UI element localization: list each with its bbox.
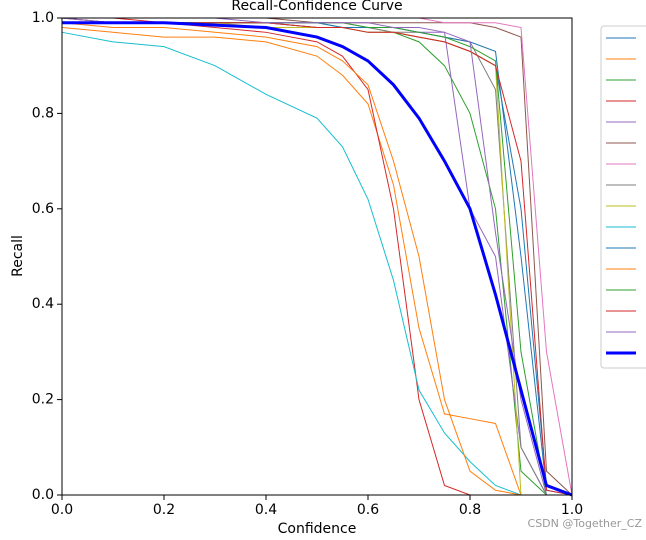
series-line — [61, 31, 572, 496]
x-axis-label: Confidence — [278, 521, 357, 536]
y-tick-label: 0.4 — [32, 296, 54, 312]
y-tick-label: 0.6 — [32, 201, 54, 217]
y-tick-label: 0.0 — [32, 487, 54, 503]
series-line — [61, 27, 572, 496]
x-tick-label: 0.0 — [51, 502, 73, 518]
x-tick-label: 0.6 — [357, 502, 379, 518]
x-tick-label: 1.0 — [561, 502, 583, 518]
watermark: CSDN @Together_CZ — [528, 517, 643, 530]
y-axis-label: Recall — [10, 235, 26, 277]
series-line — [61, 22, 572, 496]
plot-frame — [61, 17, 573, 496]
series-line — [62, 21, 573, 497]
chart-title: Recall-Confidence Curve — [231, 0, 402, 14]
x-tick-label: 0.2 — [153, 502, 175, 518]
y-tick-label: 0.8 — [32, 105, 54, 121]
x-tick-label: 0.8 — [459, 502, 481, 518]
y-tick-label: 1.0 — [32, 10, 54, 26]
legend-box — [600, 25, 646, 369]
x-tick-label: 0.4 — [255, 502, 277, 518]
y-tick-label: 0.2 — [32, 392, 54, 408]
